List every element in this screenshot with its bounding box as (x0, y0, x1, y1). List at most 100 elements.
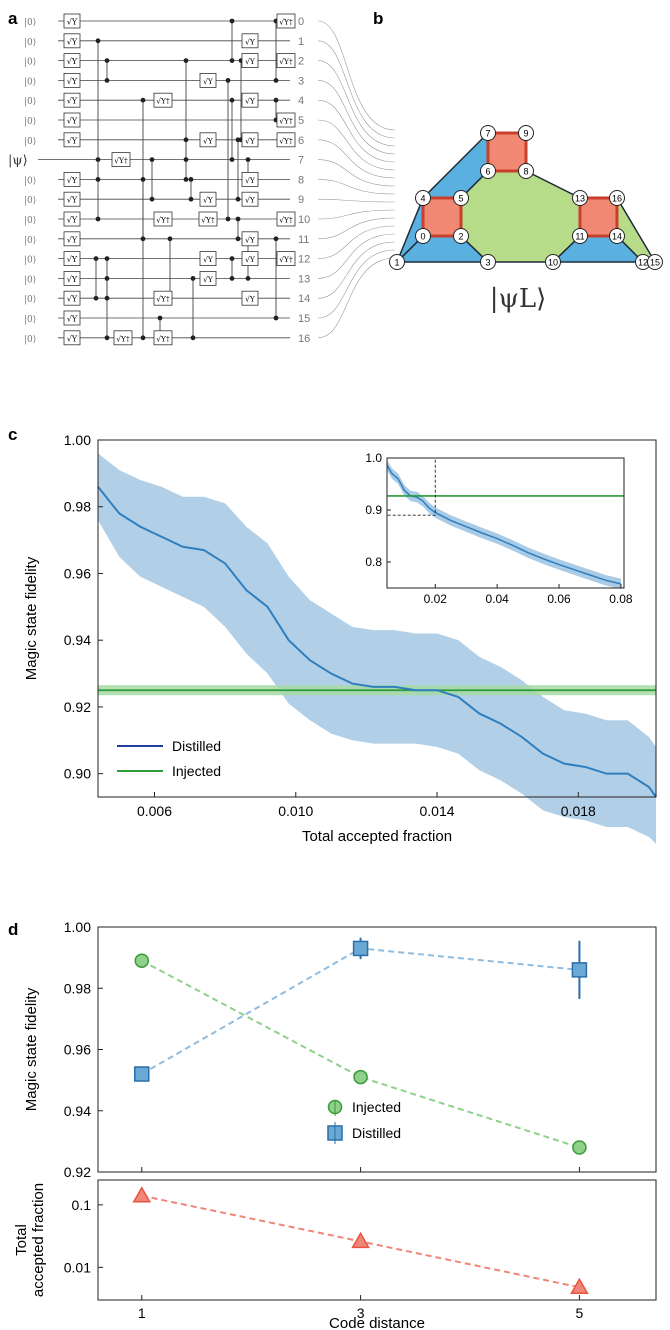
sqrt-y-dagger-gate (153, 290, 173, 306)
qubit-label: 1 (298, 36, 304, 48)
gate-label: √Y† (279, 255, 293, 264)
gate-box (63, 13, 81, 29)
distilled-line (97, 486, 657, 798)
lattice-node (453, 228, 469, 244)
fraction-marker (570, 1277, 589, 1294)
qubit-label: 3 (298, 75, 304, 87)
x-tick-label: 0.010 (278, 803, 313, 819)
node-label: 9 (523, 129, 528, 139)
sqrt-y-gate (199, 191, 217, 207)
distilled-marker (571, 962, 588, 978)
label-connector (317, 159, 396, 187)
gate-label: √Y† (156, 295, 170, 304)
lattice-node (572, 228, 588, 244)
psi-label: |ψ⟩ (8, 154, 28, 169)
inset-x-tick-label: 0.02 (424, 592, 448, 606)
lattice-node (415, 190, 431, 206)
qubit-label: 13 (298, 273, 310, 285)
init-label: |0⟩ (24, 38, 36, 48)
gate-label: √Y (245, 37, 256, 46)
label-connector (317, 209, 396, 220)
inset-x-tick-label: 0.04 (485, 592, 509, 606)
sqrt-y-gate (199, 270, 217, 286)
cz-dot (167, 236, 173, 242)
gate-label: √Y† (279, 216, 293, 225)
label-connector (317, 225, 396, 259)
qubit-label: 2 (298, 56, 304, 68)
gate-label: √Y (245, 255, 256, 264)
gate-box (63, 330, 81, 346)
cz-dot (140, 97, 146, 103)
y-axis-label: Totalaccepted fraction (13, 1183, 47, 1297)
inset-x-tick-label: 0.06 (547, 592, 571, 606)
gate-label: √Y† (156, 97, 170, 106)
gate-label: √Y (67, 235, 78, 244)
cz-dot (149, 157, 155, 163)
gate-label: √Y (67, 216, 78, 225)
gate-label: √Y† (156, 334, 170, 343)
gate-label: √Y (67, 334, 78, 343)
init-label: |0⟩ (24, 216, 36, 226)
sqrt-y-gate (199, 251, 217, 267)
qubit-label: 4 (298, 95, 304, 107)
sqrt-y-gate (199, 73, 217, 88)
y-tick-label: 0.96 (64, 565, 91, 581)
gate-box (63, 132, 81, 148)
sqrt-y-dagger-gate (276, 132, 296, 148)
node-label: 6 (485, 167, 490, 177)
cz-dot (190, 335, 196, 341)
y-tick-label: 0.94 (64, 632, 91, 648)
plot-frame (386, 457, 625, 589)
cz-dot (235, 216, 241, 222)
distilled-marker (352, 940, 369, 957)
cz-dot (229, 97, 235, 103)
qubit-label: 15 (298, 313, 310, 325)
plaquette-green (460, 170, 581, 263)
init-label: |0⟩ (24, 196, 36, 206)
sqrt-y-dagger-gate (113, 330, 133, 346)
gate-label: √Y (245, 196, 256, 205)
gate-label: √Y† (279, 136, 293, 145)
node-label: 8 (523, 167, 528, 177)
cz-dot (188, 177, 194, 182)
sqrt-y-dagger-gate (153, 330, 173, 346)
init-label: |0⟩ (24, 58, 36, 68)
gate-label: √Y (67, 37, 78, 46)
label-connector (317, 249, 396, 319)
y-tick-label: 1.00 (64, 919, 91, 935)
panel-label-d: d (8, 920, 18, 939)
fidelity-vs-distance-chart: 0.92 0.94 0.96 0.98 1.00 Magic state fidelity… (23, 919, 657, 1180)
y-tick-label: 0.98 (64, 499, 91, 515)
gate-label: √Y† (156, 216, 170, 225)
sqrt-y-gate (241, 290, 259, 306)
gate-label: √Y (67, 255, 78, 264)
qubit-label: 0 (298, 16, 304, 28)
cz-dot (140, 177, 146, 182)
lattice-node (480, 254, 496, 270)
qubit-label: 11 (298, 234, 309, 246)
lattice-node (480, 125, 496, 141)
distilled-band (98, 453, 656, 844)
inset-distilled-line (386, 464, 622, 585)
label-connector (317, 179, 396, 195)
panel-label-c: c (8, 425, 17, 444)
label-connector (317, 80, 396, 155)
gate-label: √Y (67, 77, 78, 86)
gate-box (63, 53, 81, 68)
sqrt-y-gate (241, 231, 259, 247)
cz-dot (95, 38, 101, 44)
cz-dot (149, 196, 155, 202)
sqrt-y-dagger-gate (276, 53, 296, 68)
lattice-node (545, 254, 561, 270)
gate-label: √Y† (201, 216, 215, 225)
cz-dot (140, 335, 146, 341)
lattice-node (609, 190, 625, 206)
distilled-marker (134, 1066, 150, 1082)
cz-dot (229, 256, 235, 261)
init-label: |0⟩ (24, 97, 36, 107)
cz-dot (157, 315, 163, 321)
lattice-node (480, 163, 496, 179)
node-label: 1 (394, 258, 399, 268)
gate-label: √Y (67, 196, 78, 205)
cz-dot (183, 157, 189, 163)
